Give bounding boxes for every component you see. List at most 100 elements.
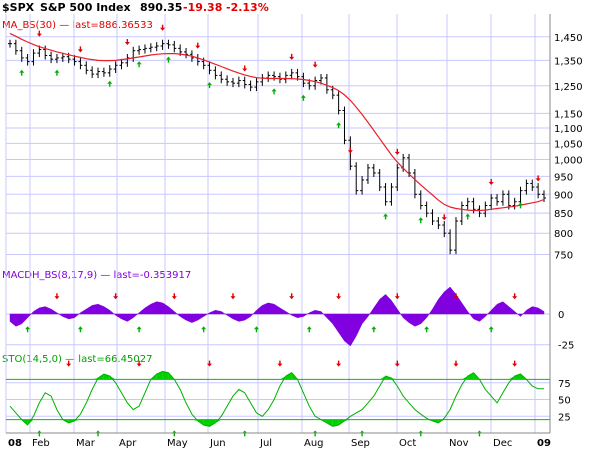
price-buy-arrow	[518, 202, 524, 209]
legend-price: MA_BS(30) — last=886.36533	[2, 20, 153, 31]
sto-sell-arrow	[277, 360, 283, 367]
price-sell-arrow	[195, 42, 201, 49]
x-tick-label: Oct	[399, 438, 416, 449]
x-tick-label: Apr	[119, 438, 137, 449]
price-sell-arrow	[289, 53, 295, 60]
price-buy-arrow	[54, 69, 60, 76]
price-sell-arrow	[77, 46, 83, 53]
sto-oversold-fill	[74, 419, 81, 421]
sto-y-tick-label: 75	[558, 379, 571, 390]
sto-overbought-fill	[109, 376, 116, 380]
macd-sell-arrow	[230, 293, 236, 300]
x-tick-label: 09	[537, 438, 551, 449]
sto-y-tick-label: 25	[558, 412, 571, 423]
price-sell-arrow	[394, 148, 400, 155]
sto-sell-arrow	[453, 360, 459, 367]
price-buy-arrow	[136, 61, 142, 68]
sto-sell-arrow	[136, 360, 142, 367]
header-ticker: $SPX	[2, 1, 35, 14]
price-buy-arrow	[418, 217, 424, 224]
macd-sell-arrow	[453, 293, 459, 300]
price-buy-arrow	[107, 80, 113, 87]
price-y-tick-label: 900	[554, 190, 573, 201]
sto-oversold-fill	[215, 419, 222, 423]
price-y-tick-label: 850	[554, 209, 573, 220]
macd-sell-arrow	[512, 293, 518, 300]
axis-labels: 08 Feb Mar Apr May Jun Jul Aug Sep Oct Nov Dec 09750…	[6, 14, 583, 449]
header-change-pct: -2.13%	[226, 1, 269, 14]
sto-sell-arrow	[207, 360, 213, 367]
price-buy-arrow	[19, 69, 25, 76]
sto-overbought-fill	[285, 372, 292, 380]
macd-histogram	[9, 286, 545, 347]
x-tick-label: Jun	[209, 438, 226, 449]
sto-overbought-fill	[103, 374, 110, 380]
x-tick-label: 08	[8, 438, 22, 449]
sto-overbought-fill	[514, 374, 521, 380]
macd-buy-arrow	[201, 326, 207, 333]
macd-y-tick-label: 0	[558, 310, 564, 321]
price-y-tick-label: 1,350	[554, 56, 583, 67]
price-buy-arrow	[207, 82, 213, 89]
price-buy-arrow	[465, 213, 471, 220]
price-sell-arrow	[535, 175, 541, 182]
macd-buy-arrow	[77, 326, 83, 333]
price-sell-arrow	[441, 214, 447, 221]
price-buy-arrow	[271, 88, 277, 95]
price-y-tick-label: 1,250	[554, 82, 583, 93]
price-y-tick-label: 1,050	[554, 139, 583, 150]
macd-sell-arrow	[336, 293, 342, 300]
price-sell-arrow	[347, 147, 353, 154]
sto-oversold-fill	[209, 419, 216, 427]
macd-panel	[9, 286, 545, 347]
sto-overbought-fill	[391, 378, 398, 380]
sto-sell-arrow	[336, 360, 342, 367]
x-tick-label: Jul	[259, 438, 272, 449]
sto-oversold-fill	[332, 419, 339, 427]
price-y-tick-label: 1,100	[554, 124, 583, 135]
sto-sell-arrow	[512, 360, 518, 367]
macd-buy-arrow	[25, 326, 31, 333]
macd-sell-arrow	[289, 293, 295, 300]
sto-overbought-fill	[467, 372, 474, 380]
sto-panel	[6, 360, 550, 437]
price-sell-arrow	[488, 179, 494, 186]
price-y-tick-label: 1,000	[554, 155, 583, 166]
macd-sell-arrow	[394, 293, 400, 300]
sto-y-tick-label: 50	[558, 396, 571, 407]
macd-buy-arrow	[371, 326, 377, 333]
macd-buy-arrow	[424, 326, 430, 333]
sto-oversold-fill	[203, 419, 210, 427]
macd-y-tick-label: -25	[558, 341, 574, 352]
x-tick-label: Feb	[32, 438, 50, 449]
price-buy-arrow	[300, 94, 306, 101]
price-y-tick-label: 800	[554, 229, 573, 240]
price-y-tick-label: 950	[554, 172, 573, 183]
macd-buy-arrow	[306, 326, 312, 333]
price-sell-arrow	[242, 65, 248, 72]
price-panel	[8, 24, 546, 255]
sto-overbought-fill	[156, 371, 163, 380]
sto-oversold-fill	[27, 419, 34, 425]
sto-oversold-fill	[326, 419, 333, 427]
price-sell-arrow	[124, 38, 130, 45]
price-sell-arrow	[160, 24, 166, 31]
macd-buy-arrow	[253, 326, 259, 333]
macd-sell-arrow	[171, 293, 177, 300]
sto-overbought-fill	[162, 371, 169, 380]
legend-macd: MACDH_BS(8,17,9) — last=-0.353917	[2, 270, 191, 281]
x-tick-label: Dec	[493, 438, 512, 449]
price-sell-arrow	[312, 61, 318, 68]
price-y-tick-label: 1,450	[554, 33, 583, 44]
ma30-line	[9, 32, 545, 212]
x-tick-label: Sep	[351, 438, 370, 449]
sto-oversold-fill	[438, 419, 445, 423]
price-buy-arrow	[383, 213, 389, 220]
x-tick-label: Mar	[76, 438, 96, 449]
price-y-tick-label: 1,150	[554, 109, 583, 120]
sto-line	[9, 370, 544, 427]
macd-buy-arrow	[136, 326, 142, 333]
macd-sell-arrow	[54, 293, 60, 300]
header-name: S&P 500 Index	[40, 1, 131, 14]
